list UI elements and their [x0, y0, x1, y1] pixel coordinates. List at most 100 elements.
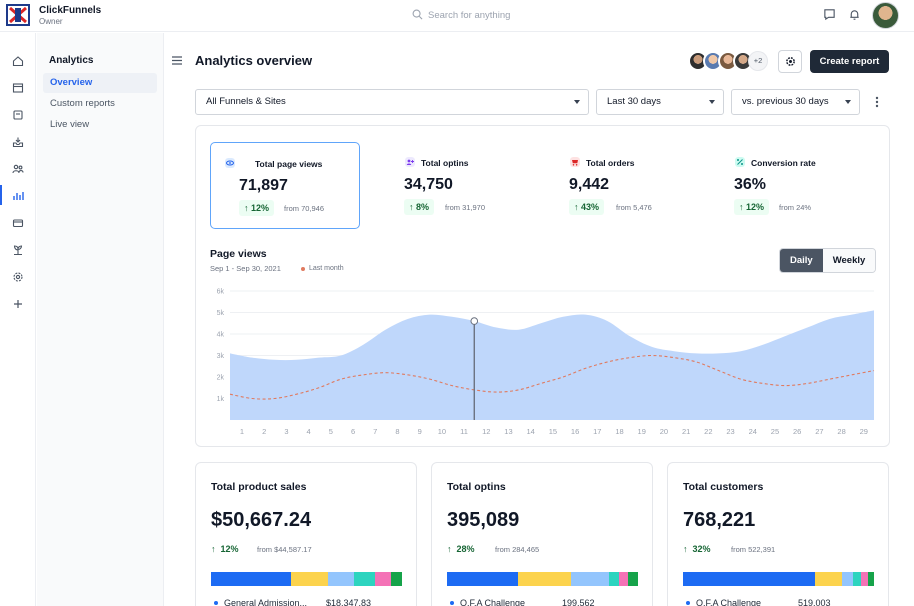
settings-button[interactable]: [778, 50, 802, 73]
change-value: 12%: [746, 202, 765, 212]
kpi-from: from 70,946: [284, 204, 325, 213]
breakdown-segment-2[interactable]: [327, 572, 355, 586]
breakdown-segment-3[interactable]: [852, 572, 861, 586]
weekly-button[interactable]: Weekly: [822, 249, 876, 272]
breakdown-segment-4[interactable]: [618, 572, 629, 586]
x-tick-label: 10: [438, 427, 446, 436]
x-tick-label: 9: [418, 427, 422, 436]
chevron-down-icon: [845, 100, 851, 104]
change-value: 28%: [456, 544, 475, 554]
subnav-item-live-view[interactable]: Live view: [50, 119, 90, 130]
change-value: 12%: [251, 203, 270, 213]
breakdown-segment-4[interactable]: [375, 572, 391, 586]
create-report-button[interactable]: Create report: [810, 50, 889, 73]
breakdown-bar[interactable]: [211, 572, 402, 586]
breakdown-segment-5[interactable]: [390, 572, 402, 586]
top-bar: ClickFunnels Owner: [0, 0, 914, 32]
bell-icon[interactable]: [848, 8, 861, 21]
breakdown-segment-1[interactable]: [291, 572, 328, 586]
card-icon[interactable]: [10, 215, 26, 231]
users-icon[interactable]: [10, 161, 26, 177]
daily-button[interactable]: Daily: [780, 249, 823, 272]
breakdown-segment-0[interactable]: [683, 572, 815, 586]
series-line-last-month[interactable]: [229, 354, 875, 400]
browser-icon[interactable]: [10, 80, 26, 96]
hover-point[interactable]: [470, 317, 479, 325]
x-tick-label: 17: [593, 427, 601, 436]
more-options-icon[interactable]: [872, 94, 882, 110]
user-plus-icon: [405, 157, 415, 167]
change-badge: ↑ 12%: [211, 544, 239, 554]
inbox-icon[interactable]: [10, 134, 26, 150]
menu-icon[interactable]: [172, 56, 182, 65]
breakdown-segment-4[interactable]: [860, 572, 869, 586]
stat-from: from 522,391: [731, 545, 776, 554]
chat-icon[interactable]: [823, 8, 836, 21]
legend-dot: [686, 601, 690, 605]
x-tick-label: 26: [793, 427, 801, 436]
x-tick-label: 11: [460, 427, 468, 436]
breakdown-bar[interactable]: [683, 572, 874, 586]
y-tick-label: 5k: [217, 310, 225, 317]
kpi-conversion-rate[interactable]: Conversion rate 36% ↑ 12% from 24%: [705, 142, 855, 229]
breakdown-segment-1[interactable]: [814, 572, 842, 586]
breakdown-bar[interactable]: [447, 572, 638, 586]
gear-icon: [785, 57, 795, 66]
kpi-total-optins[interactable]: Total optins 34,750 ↑ 8% from 31,970: [375, 142, 525, 229]
stat-value: 395,089: [447, 509, 520, 531]
breakdown-segment-0[interactable]: [211, 572, 292, 586]
legend-dot: [214, 601, 218, 605]
breakdown-segment-5[interactable]: [628, 572, 638, 586]
gear-icon[interactable]: [10, 269, 26, 285]
x-tick-label: 16: [571, 427, 579, 436]
kpi-from: from 31,970: [445, 203, 486, 212]
eye-icon: [225, 158, 235, 168]
plant-icon[interactable]: [10, 242, 26, 258]
breakdown-segment-2[interactable]: [841, 572, 853, 586]
cart-icon: [570, 157, 580, 167]
legend-dot-last-month: [301, 267, 305, 271]
breakdown-segment-0[interactable]: [447, 572, 518, 586]
x-tick-label: 29: [860, 427, 868, 436]
app-name: ClickFunnels: [39, 5, 102, 16]
compare-select[interactable]: vs. previous 30 days: [731, 89, 860, 115]
home-icon[interactable]: [10, 53, 26, 69]
compare-value: vs. previous 30 days: [742, 96, 829, 107]
active-indicator: [0, 185, 2, 205]
breakdown-segment-3[interactable]: [354, 572, 376, 586]
breakdown-segment-3[interactable]: [609, 572, 619, 586]
breakdown-segment-1[interactable]: [517, 572, 572, 586]
x-tick-label: 24: [749, 427, 757, 436]
collaborator-avatars[interactable]: +2: [688, 51, 770, 71]
subnav-item-overview[interactable]: Overview: [43, 73, 157, 93]
funnels-select[interactable]: All Funnels & Sites: [195, 89, 589, 115]
user-avatar[interactable]: [872, 2, 899, 29]
breakdown-segment-2[interactable]: [571, 572, 610, 586]
change-badge: ↑ 32%: [683, 544, 711, 554]
change-value: 12%: [220, 544, 239, 554]
search-bar[interactable]: [412, 8, 572, 22]
y-tick-label: 3k: [217, 353, 225, 360]
user-role: Owner: [39, 17, 63, 26]
date-range-select[interactable]: Last 30 days: [596, 89, 724, 115]
kpi-total-orders[interactable]: Total orders 9,442 ↑ 43% from 5,476: [540, 142, 690, 229]
breakdown-segment-5[interactable]: [868, 572, 874, 586]
kpi-value: 9,442: [569, 176, 610, 193]
kpi-total-page-views[interactable]: Total page views 71,897 ↑ 12% from 70,94…: [210, 142, 360, 229]
x-tick-label: 13: [504, 427, 512, 436]
clickfunnels-logo-icon[interactable]: [6, 4, 30, 26]
kpi-value: 71,897: [239, 177, 288, 194]
kpi-from: from 5,476: [616, 203, 652, 212]
subnav-item-custom-reports[interactable]: Custom reports: [50, 98, 115, 109]
search-input[interactable]: [428, 8, 568, 22]
plus-icon[interactable]: [10, 296, 26, 312]
x-tick-label: 25: [771, 427, 779, 436]
analytics-icon[interactable]: [10, 188, 26, 204]
kpi-label: Total optins: [421, 158, 469, 168]
chevron-down-icon: [709, 100, 715, 104]
package-icon[interactable]: [10, 107, 26, 123]
y-tick-label: 2k: [217, 375, 225, 382]
series-area-current[interactable]: [230, 310, 874, 420]
granularity-toggle: Daily Weekly: [779, 248, 877, 273]
